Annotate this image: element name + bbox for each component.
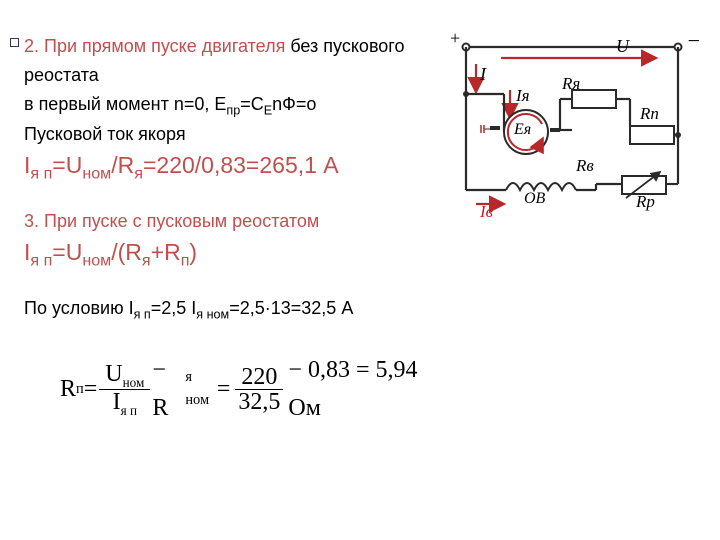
para-line7: По условию Iя п=2,5 Iя ном=2,5·13=32,5 А	[24, 294, 444, 325]
t: 32,5	[232, 390, 286, 414]
t: /(R	[111, 239, 142, 265]
label-Iv: Iв	[480, 202, 493, 222]
label-U: U	[616, 36, 629, 57]
bullet-decor	[10, 38, 19, 47]
t: ном	[82, 165, 111, 183]
t: ном	[123, 375, 145, 390]
t: ном	[82, 252, 111, 270]
t: =	[84, 370, 98, 408]
label-Rya: Rя	[562, 74, 580, 94]
t: пр	[226, 103, 240, 117]
t: =C	[240, 94, 264, 114]
t: /R	[111, 152, 134, 178]
formula-rp: Rп = Uном Iя п − Rя ном = 220 32,5 − 0,8…	[60, 351, 444, 428]
t: я п	[134, 308, 151, 322]
t: =220/0,83=265,1 А	[143, 152, 339, 178]
label-Iya: Iя	[516, 86, 530, 106]
para-line2: в первый момент n=0, Eпр=CEnФ=о	[24, 90, 444, 121]
t: я	[134, 165, 143, 183]
label-Eya: Eя	[514, 121, 531, 139]
t: )	[189, 239, 197, 265]
accent-text: 2. При прямом пуске двигателя	[24, 36, 290, 56]
circuit-diagram: + − U I Iя Rя Eя Rп Rв OB Rр Iв	[446, 34, 694, 222]
para-line4: Iя п=Uном/Rя=220/0,83=265,1 А	[24, 149, 444, 185]
t: я ном	[185, 366, 217, 412]
t: − R	[152, 351, 185, 428]
fraction: 220 32,5	[232, 365, 286, 414]
label-Rp: Rр	[636, 192, 655, 212]
t: 220	[235, 365, 283, 390]
label-Rv: Rв	[576, 156, 594, 176]
t: U	[105, 361, 122, 387]
para-line6: Iя п=Uном/(Rя+Rп)	[24, 236, 444, 272]
t: я п	[30, 165, 52, 183]
para-2-header: 2. При прямом пуске двигателя без пусков…	[24, 32, 444, 90]
t: =2,5·13=32,5 А	[229, 298, 353, 318]
t: я ном	[196, 308, 229, 322]
t: По условию I	[24, 298, 134, 318]
para-3-header: 3. При пуске с пусковым реостатом	[24, 207, 444, 236]
t: I	[113, 389, 121, 415]
label-OV: OB	[524, 190, 545, 208]
label-plus: +	[450, 28, 460, 49]
t: я п	[30, 252, 52, 270]
fraction: Uном Iя п	[99, 362, 150, 417]
t: +R	[151, 239, 181, 265]
t: =	[217, 370, 231, 408]
t: − 0,83 = 5,94 Ом	[288, 351, 444, 428]
t: п	[76, 378, 84, 401]
para-line3: Пусковой ток якоря	[24, 120, 444, 149]
t: E	[264, 103, 272, 117]
label-Rn: Rп	[640, 104, 659, 124]
t: =2,5 I	[151, 298, 197, 318]
t: =U	[52, 152, 82, 178]
document-body: 2. При прямом пуске двигателя без пусков…	[24, 32, 444, 428]
t: =U	[52, 239, 82, 265]
t: в первый момент n=0, E	[24, 94, 226, 114]
label-minus: −	[688, 28, 700, 54]
t: nФ=о	[272, 94, 316, 114]
t: я	[142, 252, 151, 270]
label-I: I	[480, 64, 486, 85]
t: я п	[121, 403, 137, 418]
t: R	[60, 370, 76, 408]
